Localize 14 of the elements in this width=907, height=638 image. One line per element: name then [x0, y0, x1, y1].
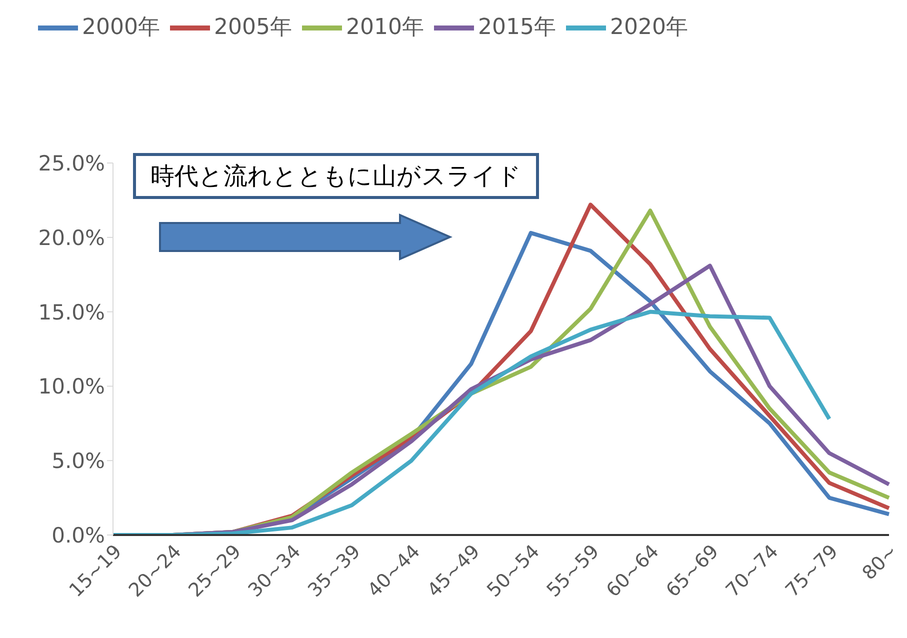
y-tick-label: 25.0% [38, 151, 105, 176]
y-tick-label: 0.0% [52, 523, 105, 548]
callout-box: 時代と流れとともに山がスライド [133, 153, 539, 199]
legend-label: 2015年 [478, 15, 556, 40]
y-tick-label: 5.0% [52, 449, 105, 474]
line-series [111, 310, 832, 535]
legend-label: 2000年 [82, 15, 160, 40]
legend-label: 2020年 [610, 15, 688, 40]
y-tick-label: 10.0% [38, 374, 105, 399]
legend-label: 2010年 [346, 15, 424, 40]
legend-label: 2005年 [214, 15, 292, 40]
x-tick-label: 80~ [858, 540, 902, 584]
y-tick-label: 20.0% [38, 226, 105, 250]
y-tick-label: 15.0% [38, 300, 105, 324]
